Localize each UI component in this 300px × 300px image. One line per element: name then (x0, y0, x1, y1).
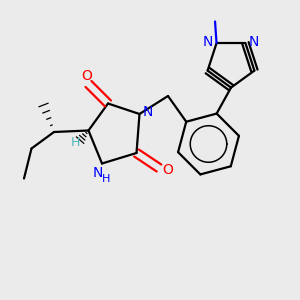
Text: N: N (203, 35, 213, 49)
Text: H: H (101, 173, 110, 184)
Text: N: N (249, 35, 259, 49)
Text: N: N (92, 166, 103, 180)
Text: H: H (70, 136, 80, 149)
Text: O: O (162, 163, 173, 176)
Text: O: O (82, 70, 92, 83)
Text: N: N (143, 105, 153, 118)
